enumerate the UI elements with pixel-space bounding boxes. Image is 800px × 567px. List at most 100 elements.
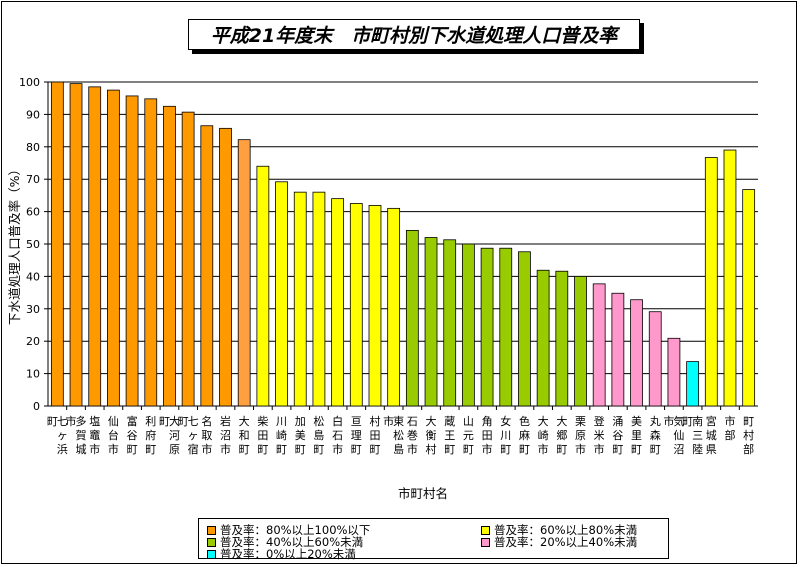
- x-tick-label: 美: [631, 415, 642, 428]
- bar: [480, 247, 494, 407]
- legend-item-60-80: 普及率：60%以上80%未満: [481, 522, 637, 538]
- bar: [611, 292, 625, 407]
- x-tick-label: 城: [76, 443, 87, 456]
- x-tick-label: ヶ: [57, 429, 68, 442]
- y-tick-label: 30: [26, 303, 40, 316]
- x-tick-label: 村: [426, 442, 437, 456]
- legend-swatch: [481, 537, 490, 547]
- x-tick-label: 町: [631, 443, 642, 456]
- x-tick-label: 町: [145, 443, 156, 456]
- legend-swatch: [207, 537, 216, 547]
- legend-item-80-100: 普及率：80%以上100%以下: [207, 522, 370, 538]
- x-tick-label: 登: [594, 414, 605, 428]
- x-tick-label: 色: [519, 414, 530, 428]
- bar: [574, 275, 587, 407]
- x-tick-label: 台: [108, 428, 119, 442]
- bar: [630, 299, 643, 407]
- x-tick-label: 田: [369, 429, 380, 442]
- x-tick-label: 町: [650, 443, 661, 456]
- x-tick-label: 巻: [407, 429, 418, 442]
- x-tick-label: 城: [706, 429, 717, 442]
- x-tick-label: 加: [295, 415, 306, 428]
- y-axis-label: 下水道処理人口普及率（%）: [7, 163, 22, 325]
- x-tick-label: 栗: [575, 415, 586, 428]
- legend-swatch: [207, 525, 216, 535]
- x-tick-label: 市: [482, 442, 493, 456]
- x-axis-label: 市町村名: [398, 486, 448, 501]
- x-tick-label: 町: [743, 415, 754, 428]
- x-tick-label: 町: [159, 415, 170, 428]
- legend-label: 普及率：0%以上20%未満: [220, 547, 356, 561]
- y-tick-label: 50: [26, 238, 40, 251]
- y-tick-label: 90: [26, 108, 40, 121]
- x-tick-label: 市: [66, 414, 77, 428]
- x-tick-label: 田: [482, 429, 493, 442]
- legend-label: 普及率：60%以上80%未満: [494, 523, 638, 537]
- bar: [536, 269, 550, 407]
- legend-item-0-20: 普及率：0%以上20%未満: [207, 546, 356, 562]
- bar: [163, 105, 176, 407]
- x-tick-label: 石: [407, 415, 418, 428]
- x-tick-label: 町: [556, 443, 567, 456]
- x-tick-label: 郷: [556, 428, 567, 442]
- y-tick-label: 10: [26, 368, 40, 381]
- x-tick-label: 南: [692, 415, 703, 428]
- x-tick-label: 取: [201, 429, 212, 442]
- x-tick-label: 利: [145, 415, 156, 428]
- x-tick-label: 山: [463, 415, 474, 428]
- x-tick-label: 市: [332, 442, 343, 456]
- x-tick-label: 町: [369, 443, 380, 456]
- x-tick-label: 石: [332, 429, 343, 442]
- x-tick-label: 美: [295, 429, 306, 442]
- legend-swatch: [207, 549, 216, 559]
- bar: [592, 283, 606, 407]
- x-tick-label: 崎: [538, 428, 549, 442]
- x-tick-label: 市: [108, 442, 119, 456]
- x-tick-label: 町: [463, 443, 474, 456]
- x-tick-label: 島: [393, 442, 404, 456]
- x-tick-label: 部: [743, 442, 754, 456]
- x-tick-label: 市: [220, 442, 231, 456]
- x-tick-label: 町: [444, 443, 455, 456]
- x-tick-label: 町: [276, 443, 287, 456]
- x-tick-label: 富: [127, 414, 138, 428]
- x-tick-label: 市: [663, 414, 674, 428]
- y-tick-label: 60: [26, 206, 40, 219]
- x-tick-label: 市: [575, 442, 586, 456]
- x-tick-label: 涌: [612, 415, 623, 428]
- legend: 普及率：80%以上100%以下 普及率：60%以上80%未満 普及率：40%以上…: [198, 518, 669, 562]
- x-tick-label: 町: [612, 443, 623, 456]
- bar: [424, 237, 438, 407]
- x-tick-label: 市: [201, 442, 212, 456]
- y-tick-label: 100: [19, 76, 40, 89]
- bar: [312, 191, 326, 407]
- x-tick-label: 府: [145, 428, 156, 442]
- x-tick-label: 多: [76, 414, 87, 428]
- x-tick-label: 丸: [650, 415, 661, 428]
- x-tick-label: 柴: [257, 414, 268, 428]
- bar: [648, 311, 662, 407]
- x-tick-label: 河: [169, 429, 180, 442]
- bar: [686, 361, 699, 407]
- bar: [69, 83, 83, 407]
- bar: [462, 243, 475, 407]
- x-tick-label: 市: [538, 442, 549, 456]
- x-tick-label: 和: [239, 429, 250, 442]
- x-tick-label: 谷: [127, 429, 138, 442]
- bar: [107, 89, 120, 407]
- bar: [293, 191, 307, 407]
- x-tick-label: 村: [743, 428, 754, 442]
- x-tick-label: 亘: [351, 415, 362, 428]
- x-tick-label: 気: [673, 414, 684, 428]
- x-tick-label: 松: [313, 414, 324, 428]
- x-tick-label: 市: [407, 442, 418, 456]
- x-tick-label: 女: [500, 414, 511, 428]
- bar: [555, 270, 569, 407]
- x-tick-label: 町: [295, 443, 306, 456]
- x-tick-label: 田: [257, 429, 268, 442]
- x-tick-label: 大: [169, 414, 180, 428]
- x-tick-label: 町: [178, 415, 189, 428]
- legend-label: 普及率：80%以上100%以下: [220, 523, 371, 537]
- x-tick-label: 理: [351, 429, 362, 442]
